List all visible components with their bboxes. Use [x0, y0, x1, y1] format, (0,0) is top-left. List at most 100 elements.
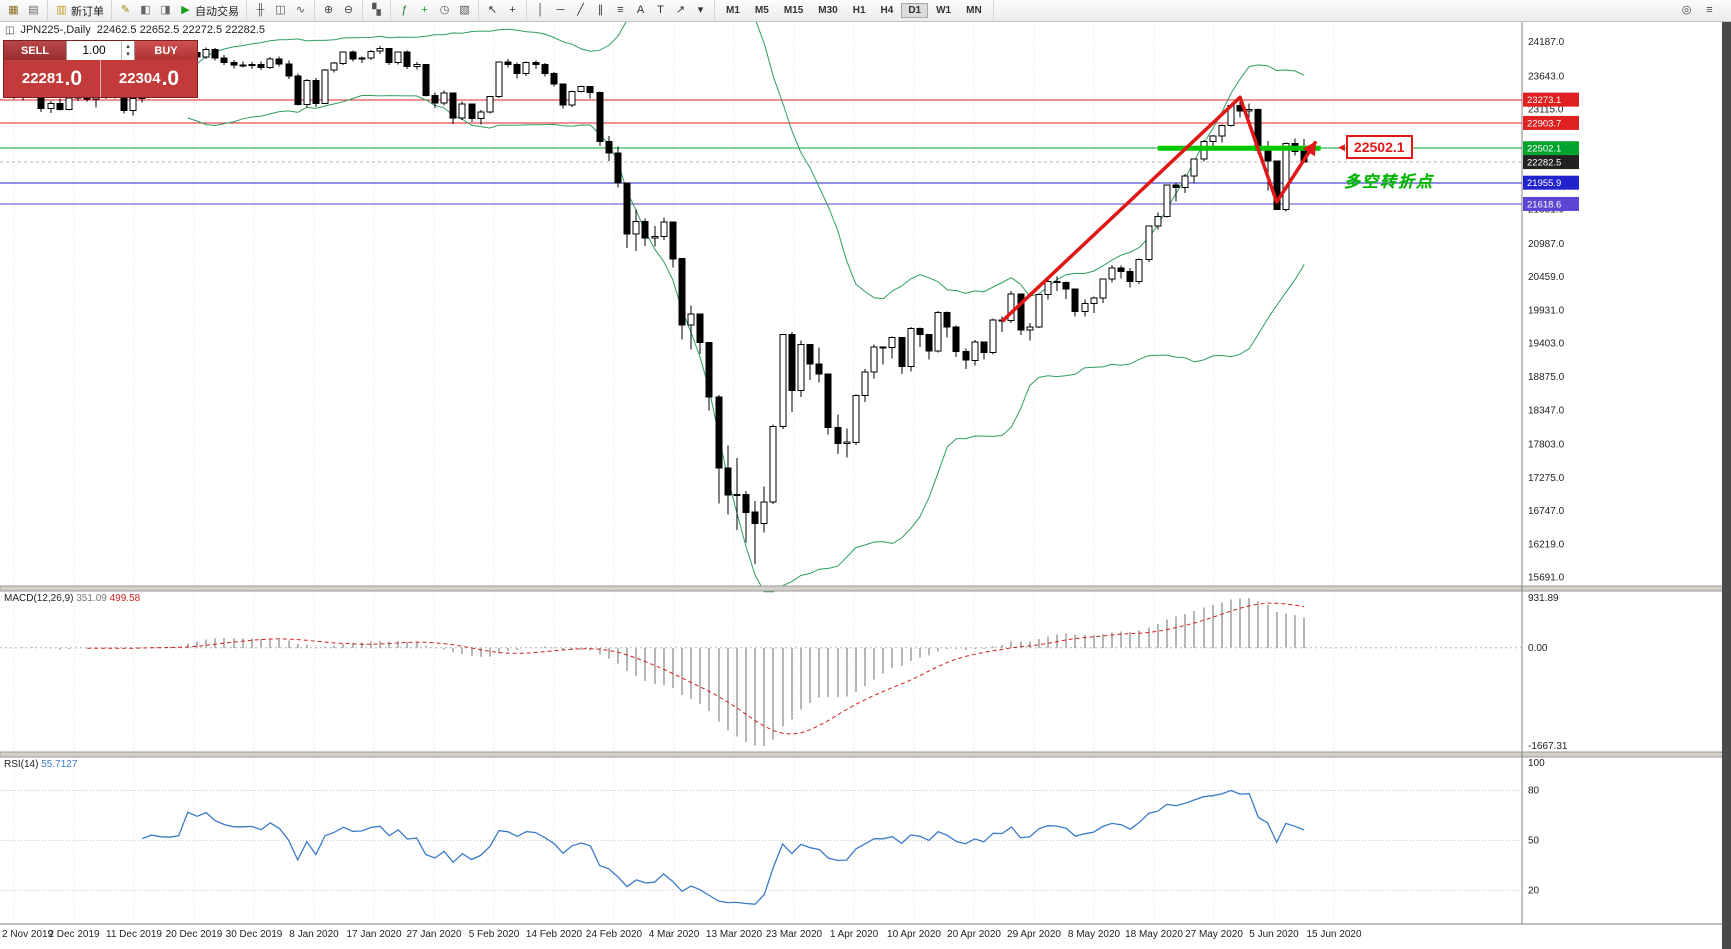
objects-dropdown-icon[interactable]: ▾: [691, 3, 710, 18]
candle-body: [797, 344, 805, 391]
svg-text:20: 20: [1528, 886, 1540, 897]
candle-body: [349, 51, 357, 60]
macd-value: 351.09: [76, 593, 107, 604]
crosshair-icon[interactable]: +: [503, 3, 522, 18]
autotrading-button-glyph: ▶: [181, 4, 190, 16]
timeframe-mn[interactable]: MN: [966, 5, 982, 16]
fibonacci-icon[interactable]: ≡: [611, 3, 630, 18]
tile-windows-icon[interactable]: ▚: [367, 3, 386, 18]
channel-icon[interactable]: ∥: [591, 3, 610, 18]
candle-body: [376, 48, 384, 52]
sell-button-label: SELL: [20, 44, 50, 57]
candle-body: [339, 51, 347, 64]
text-icon[interactable]: A: [631, 3, 650, 18]
candle-body: [1081, 303, 1089, 313]
svg-text:2 Dec 2019: 2 Dec 2019: [48, 929, 100, 940]
periods-icon[interactable]: ◷: [435, 3, 454, 18]
volume-up-icon[interactable]: ▴: [126, 42, 130, 50]
label-icon[interactable]: T: [651, 3, 670, 18]
svg-text:23 Mar 2020: 23 Mar 2020: [766, 929, 823, 940]
candles-icon-glyph: ◫: [275, 4, 286, 16]
candle-body: [1190, 158, 1198, 177]
price-axis-markers: 23273.1 22903.7 22502.1 22282.5 21955.9 21618…: [1523, 92, 1579, 211]
candle-body: [715, 396, 723, 469]
timeframe-h4[interactable]: H4: [880, 5, 894, 16]
horizontal-line-icon[interactable]: ─: [551, 3, 570, 18]
candle-body: [1062, 282, 1070, 290]
candle-body: [1053, 280, 1061, 284]
toolbar-more-icon[interactable]: ≡: [1700, 3, 1719, 18]
periods-icon-glyph: ◷: [439, 4, 450, 16]
candle-body: [294, 75, 302, 105]
volume-stepper[interactable]: ▴ ▾: [121, 41, 134, 60]
window-edge-scrollbar[interactable]: [1722, 21, 1731, 949]
timeframe-h1[interactable]: H1: [852, 5, 866, 16]
timeframe-m5[interactable]: M5: [754, 5, 769, 16]
zoom-in-icon[interactable]: ⊕: [319, 3, 338, 18]
svg-text:22502.1: 22502.1: [1527, 144, 1561, 155]
profiles-icon[interactable]: ▤: [24, 3, 43, 18]
timeframe-d1[interactable]: D1: [901, 3, 929, 18]
candle-body: [733, 494, 741, 497]
svg-text:21618.6: 21618.6: [1527, 199, 1561, 210]
navigator-icon[interactable]: ◨: [156, 3, 175, 18]
line-chart-icon[interactable]: ∿: [291, 3, 310, 18]
candle-body: [925, 333, 933, 352]
buy-button[interactable]: BUY: [135, 41, 197, 60]
candle-body: [824, 373, 832, 429]
zoom-out-icon[interactable]: ⊖: [339, 3, 358, 18]
svg-text:19931.0: 19931.0: [1528, 305, 1565, 316]
candle-body: [504, 61, 512, 65]
svg-text:22282.5: 22282.5: [1527, 158, 1561, 169]
candle-body: [248, 64, 256, 66]
panel-separator[interactable]: [0, 751, 1724, 758]
metaeditor-icon[interactable]: ✎: [116, 3, 135, 18]
trendline-icon[interactable]: ╱: [571, 3, 590, 18]
candle-body: [1071, 288, 1079, 313]
buy-price[interactable]: 22304 .0: [100, 60, 197, 97]
svg-text:19403.0: 19403.0: [1528, 339, 1565, 350]
candle-body: [696, 313, 704, 344]
indicators-icon[interactable]: ƒ: [395, 3, 414, 18]
market-watch-icon[interactable]: ◧: [136, 3, 155, 18]
quick-search-icon[interactable]: ◎: [1677, 3, 1696, 18]
candle-body: [724, 467, 732, 496]
bars-icon[interactable]: ╫: [251, 3, 270, 18]
candle-body: [1135, 258, 1143, 282]
svg-text:0.00: 0.00: [1528, 643, 1548, 654]
cursor-icon[interactable]: ↖: [483, 3, 502, 18]
volume-value[interactable]: 1.00: [82, 43, 106, 57]
candle-body: [47, 103, 55, 110]
panel-separator[interactable]: [0, 585, 1724, 592]
templates-icon[interactable]: ▧: [455, 3, 474, 18]
candles-icon[interactable]: ◫: [271, 3, 290, 18]
sell-price[interactable]: 22281 .0: [4, 60, 100, 97]
svg-text:17803.0: 17803.0: [1528, 440, 1565, 451]
candle-body: [577, 86, 585, 93]
autotrading-button[interactable]: ▶ 自动交易: [176, 2, 242, 20]
sell-button[interactable]: SELL: [4, 41, 66, 60]
svg-text:100: 100: [1528, 758, 1545, 769]
volume-down-icon[interactable]: ▾: [126, 50, 130, 58]
arrows-icon[interactable]: ↗: [671, 3, 690, 18]
timeframe-m1[interactable]: M1: [726, 5, 740, 16]
svg-text:23115.0: 23115.0: [1528, 105, 1564, 116]
candle-body: [605, 140, 613, 154]
svg-text:20 Apr 2020: 20 Apr 2020: [947, 929, 1001, 940]
volume-field[interactable]: 1.00 ▴ ▾: [66, 41, 135, 60]
fibonacci-icon-glyph: ≡: [617, 4, 624, 16]
navigator-icon-glyph: ◨: [160, 4, 171, 16]
candle-body: [596, 91, 604, 143]
vertical-line-icon[interactable]: │: [531, 3, 550, 18]
new-chart-icon[interactable]: ▦: [4, 3, 23, 18]
add-indicator-icon[interactable]: +: [415, 3, 434, 18]
timeframe-m15[interactable]: M15: [783, 5, 804, 16]
rsi-levels: [0, 789, 1522, 892]
timeframe-w1[interactable]: W1: [936, 5, 952, 16]
templates-icon-glyph: ▧: [459, 4, 470, 16]
timeframe-m30[interactable]: M30: [818, 5, 838, 16]
candle-body: [120, 95, 128, 111]
new-order-button[interactable]: ▥ 新订单: [52, 2, 107, 20]
svg-text:18875.0: 18875.0: [1528, 372, 1565, 383]
